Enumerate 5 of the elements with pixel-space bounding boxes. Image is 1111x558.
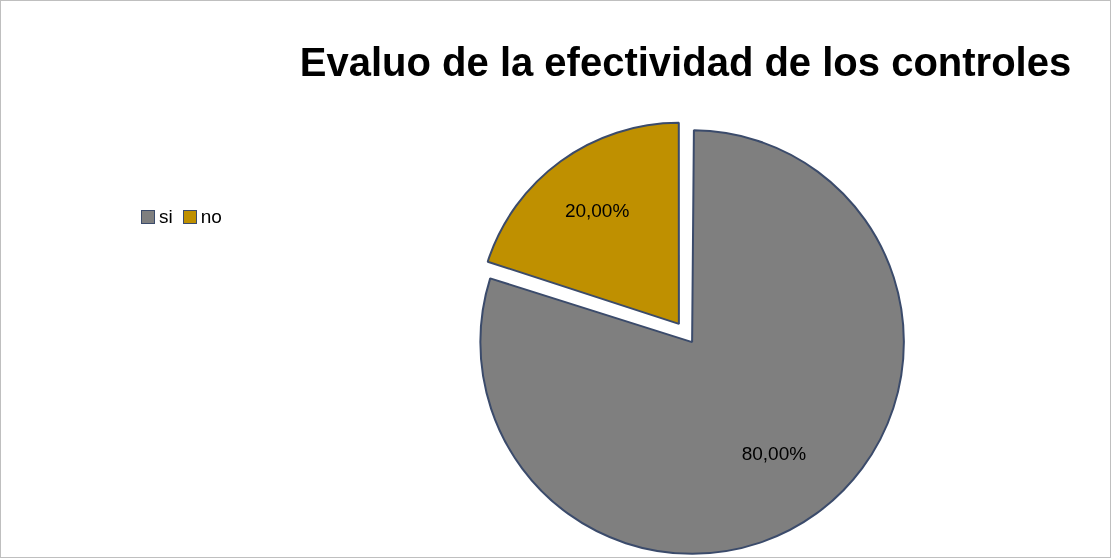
legend-label: no xyxy=(199,206,222,228)
legend-label: si xyxy=(158,206,173,228)
chart-title: Evaluo de la efectividad de los controles xyxy=(299,40,1072,85)
data-label: 20,00% xyxy=(564,199,630,221)
data-label: 80,00% xyxy=(741,442,807,464)
